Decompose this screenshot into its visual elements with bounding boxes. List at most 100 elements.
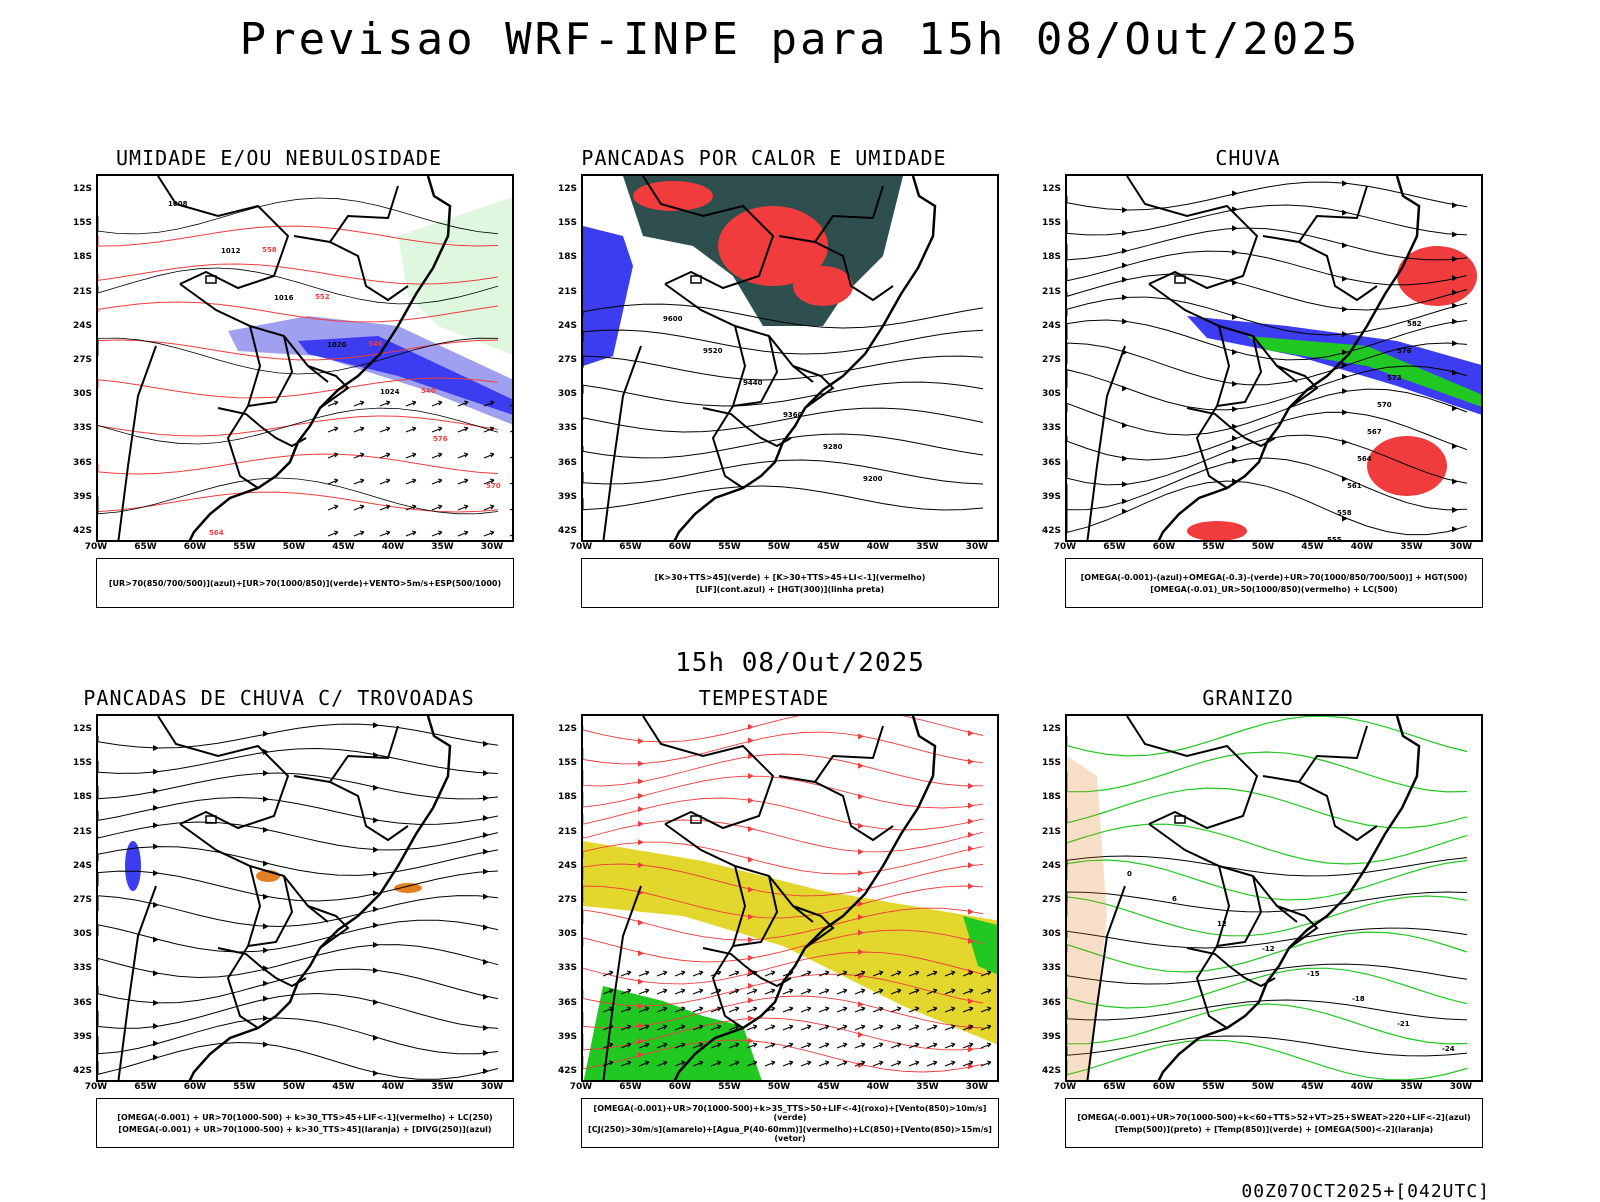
temp500-contour <box>1067 999 1468 1021</box>
hgt-contour <box>583 329 984 355</box>
latitude-label: 36S <box>1041 997 1061 1008</box>
temp850-contour <box>1067 967 1468 1009</box>
wind-vector <box>405 478 417 485</box>
streamline-arrow <box>1342 515 1348 522</box>
wind-vector <box>890 1024 902 1031</box>
wind-vector <box>483 426 495 433</box>
wind-vector <box>656 1060 668 1067</box>
map-canvas <box>583 716 997 1080</box>
wind-vector <box>980 1060 992 1067</box>
streamline-arrow <box>483 1024 489 1031</box>
lake-outline <box>1174 275 1186 284</box>
wind-vector <box>353 478 365 485</box>
panel-title: GRANIZO <box>1202 686 1294 710</box>
wind-vector <box>944 1006 956 1013</box>
wind-vector <box>710 1024 722 1031</box>
latitude-label: 12S <box>1041 184 1061 194</box>
wind-vector <box>890 1060 902 1067</box>
legend-box: [UR>70(850/700/500)](azul)+[UR>70(1000/8… <box>96 558 514 608</box>
latitude-label: 33S <box>1041 423 1061 434</box>
wind-vector <box>836 988 848 995</box>
longitude-label: 65W <box>1103 1082 1126 1092</box>
wind-vector <box>405 452 417 459</box>
streamline-arrow <box>638 738 644 745</box>
coastline <box>1157 176 1421 540</box>
hgt500-contour <box>1067 365 1468 411</box>
contour-label: 12 <box>1217 920 1227 928</box>
longitude-label: 45W <box>332 1082 355 1092</box>
legend-line: [K>30+TTS>45](verde) + [K>30+TTS>45+LI<-… <box>654 572 926 582</box>
streamline-arrow <box>968 831 974 838</box>
streamline-arrow <box>1452 478 1458 485</box>
humidity-core <box>298 336 512 415</box>
wind-vector <box>405 530 417 537</box>
streamline-arrow <box>748 1015 754 1022</box>
longitude-label: 55W <box>233 1082 256 1092</box>
streamline-arrow <box>1122 294 1128 301</box>
panel-chuva: CHUVA 582 576 573 570 567 564 561 558 555 12S 15S 18… <box>1013 146 1483 626</box>
streamline-arrow <box>968 1046 974 1053</box>
streamline-arrow <box>858 929 864 936</box>
panel-pancadas-trovoadas: PANCADAS DE CHUVA C/ TROVOADAS 12S 15S 18S 2… <box>44 686 514 1166</box>
streamline <box>98 723 499 749</box>
streamline-arrow <box>1452 443 1458 450</box>
streamline-arrow <box>638 919 644 926</box>
longitude-label: 30W <box>480 1082 504 1092</box>
streamline-arrow <box>373 999 379 1006</box>
wind-vector <box>353 426 365 433</box>
streamline-arrow <box>968 883 974 890</box>
lc850-streamline <box>583 929 984 963</box>
streamline-arrow <box>153 1054 159 1061</box>
map-frame <box>581 714 999 1082</box>
latitude-label: 27S <box>557 895 577 905</box>
streamline-arrow <box>968 782 974 789</box>
streamline <box>98 944 499 979</box>
wind-vector <box>836 1042 848 1049</box>
streamline-arrow <box>263 770 269 777</box>
lc850-streamline <box>583 841 984 875</box>
wind-vector <box>980 1006 992 1013</box>
streamline-arrow <box>483 924 489 931</box>
streamline-arrow <box>1122 206 1128 213</box>
country-border <box>117 345 157 540</box>
streamline <box>98 747 499 774</box>
longitude-label: 60W <box>1152 1082 1176 1092</box>
longitude-label: 55W <box>1202 542 1225 552</box>
wind-vector <box>872 970 884 977</box>
map-frame: 9600 9520 9440 9360 9280 9200 <box>581 174 999 542</box>
streamline-arrow <box>858 869 864 876</box>
streamline-arrow <box>1122 229 1128 236</box>
hgt-contour <box>583 433 984 459</box>
longitude-label: 45W <box>817 542 840 552</box>
wind-vector <box>353 452 365 459</box>
country-border <box>602 345 642 540</box>
streamline-arrow <box>1232 406 1238 413</box>
contour-label: 6 <box>1172 895 1177 903</box>
map-canvas: 1008101210161020102457657056455855254654… <box>98 176 512 540</box>
legend-line: [Temp(500)](preto) + [Temp(850)](verde) … <box>1114 1124 1434 1134</box>
country-border <box>307 905 350 949</box>
streamline-arrow <box>483 770 489 777</box>
hgt-contour <box>583 355 984 381</box>
streamline-arrow <box>483 831 489 838</box>
longitude-label: 40W <box>1350 1082 1374 1092</box>
wind-vector <box>483 504 495 511</box>
run-timestamp: 00Z07OCT2025+[042UTC] <box>1241 1181 1490 1202</box>
streamline-arrow <box>1452 369 1458 376</box>
panel-title: TEMPESTADE <box>698 686 830 710</box>
latitude-label: 12S <box>557 184 577 194</box>
wind-vector <box>890 970 902 977</box>
latitude-label: 18S <box>557 792 577 803</box>
country-border <box>329 725 399 783</box>
contour-label: 552 <box>315 293 330 301</box>
wind-vector <box>980 988 992 995</box>
streamline-arrow <box>153 804 159 811</box>
wind-vector <box>620 1042 632 1049</box>
streamline-arrow <box>638 1022 644 1029</box>
legend-line: [UR>70(850/700/500)](azul)+[UR>70(1000/8… <box>108 578 502 588</box>
wind-vector <box>656 1006 668 1013</box>
wind-vector <box>926 1060 938 1067</box>
longitude-label: 40W <box>866 542 890 552</box>
temp500-contour <box>1067 855 1468 877</box>
streamline-arrow <box>1122 508 1128 515</box>
